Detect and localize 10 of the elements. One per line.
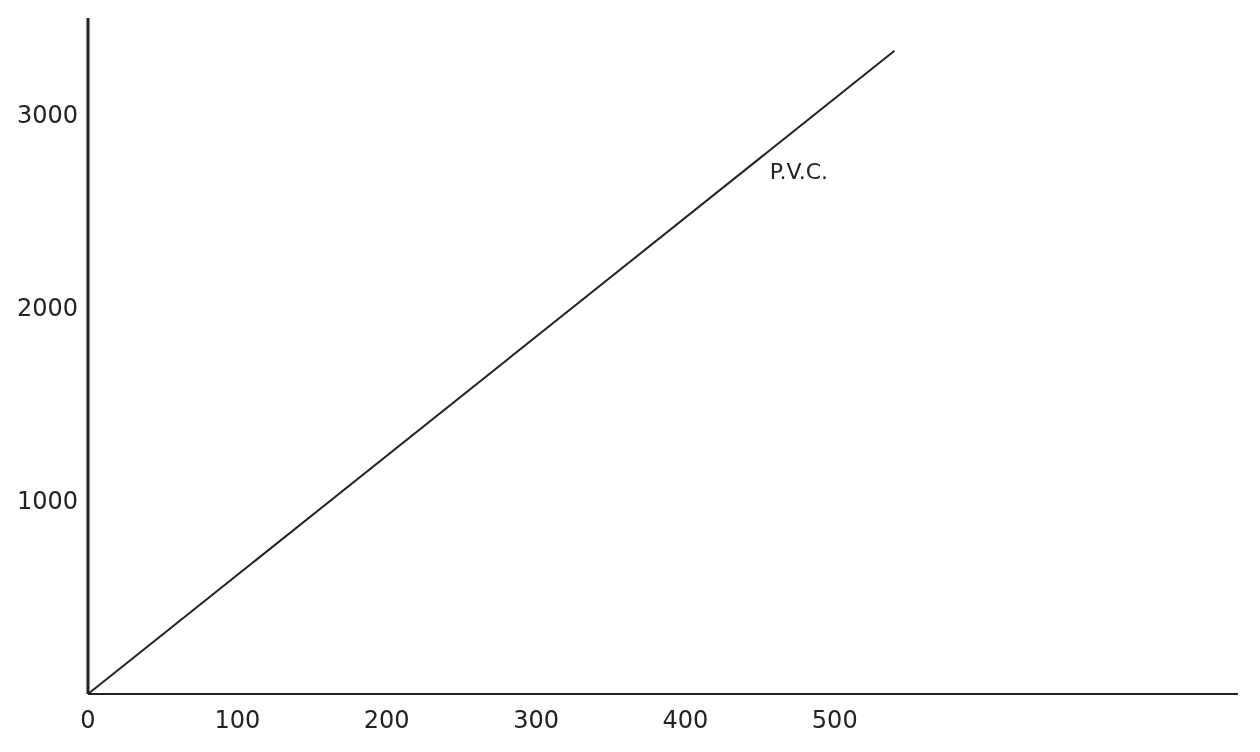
y-tick-label: 1000 (16, 486, 78, 515)
x-tick-label: 200 (363, 706, 410, 734)
x-tick-label: 500 (811, 706, 858, 734)
x-tick-label: 400 (662, 706, 709, 734)
y-tick-label: 2000 (16, 293, 78, 322)
x-tick-label: 0 (80, 706, 96, 734)
y-tick-label: 3000 (16, 100, 78, 129)
x-tick-label: 100 (214, 706, 261, 734)
x-tick-label: 300 (513, 706, 559, 734)
series-label: P.V.C. (769, 159, 829, 185)
